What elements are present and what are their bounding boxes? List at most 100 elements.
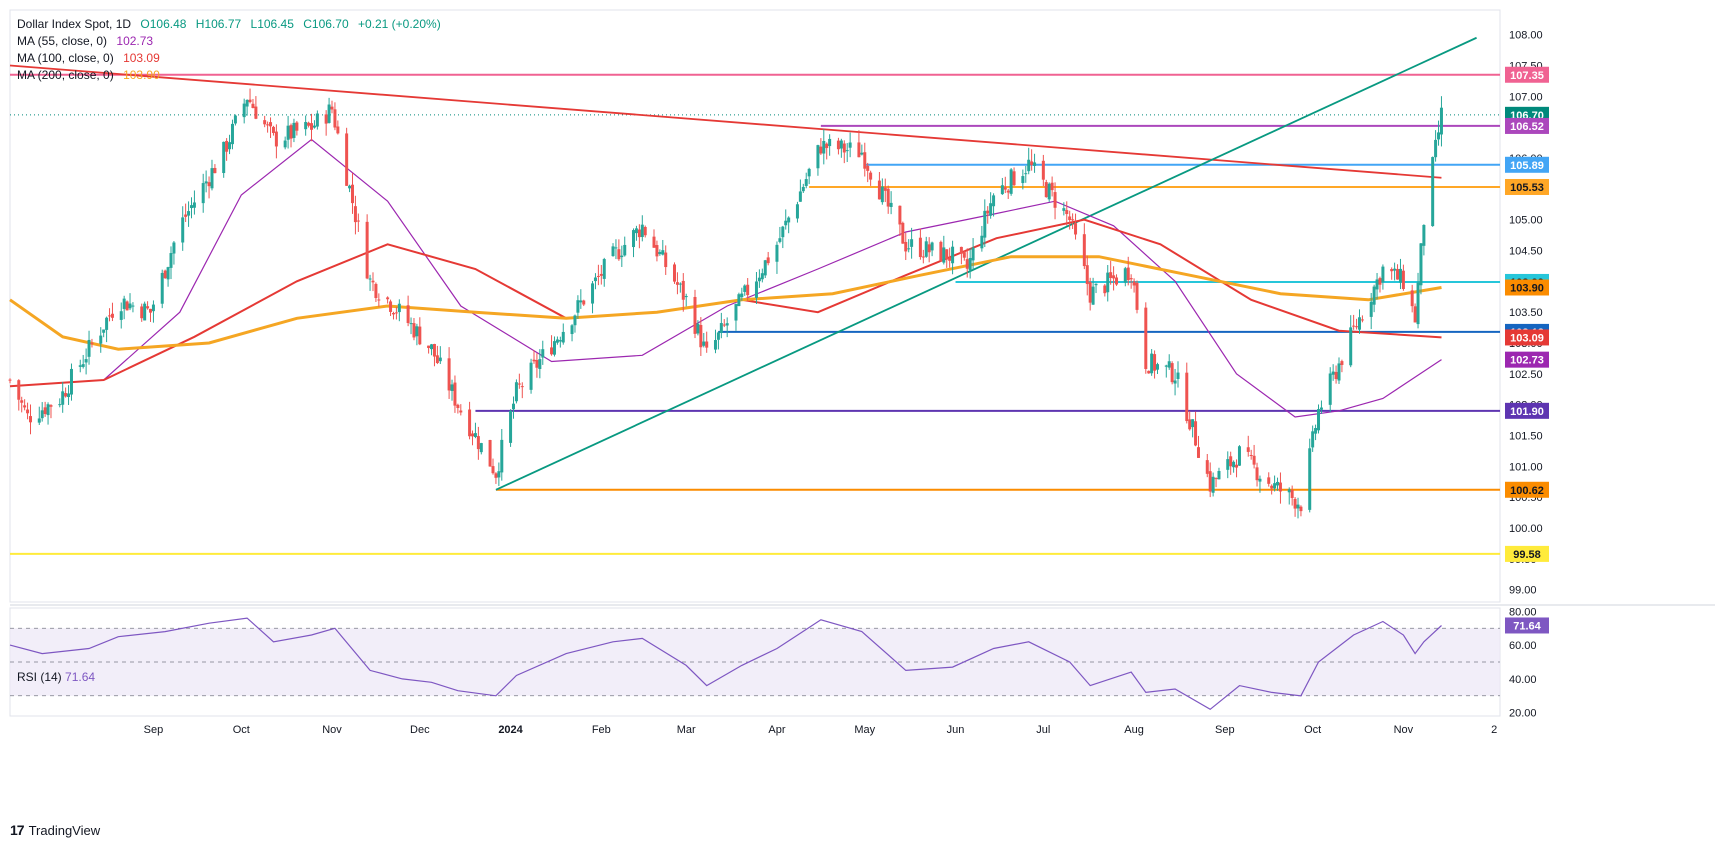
candle-body <box>28 416 32 423</box>
tradingview-brand[interactable]: 17 TradingView <box>10 822 100 838</box>
candle-body <box>389 301 393 312</box>
candle-body <box>1027 159 1031 172</box>
candle-body <box>766 257 770 264</box>
candle-body <box>427 345 431 349</box>
candle-body <box>529 362 533 390</box>
candle-body <box>394 312 398 314</box>
candle-body <box>447 358 451 391</box>
price-badge-bg <box>1505 402 1549 419</box>
candle-body <box>602 259 606 279</box>
candle-body <box>1249 455 1253 457</box>
candle-body <box>1439 107 1443 135</box>
candle-body <box>1369 301 1373 317</box>
candle-body <box>295 122 299 131</box>
ohlc-high: H106.77 <box>195 17 242 31</box>
rsi-tick-label: 80.00 <box>1509 606 1537 618</box>
rsi-legend[interactable]: RSI (14) 71.64 <box>17 670 95 684</box>
candle-body <box>1270 485 1274 489</box>
moving-average-line <box>9 255 1442 351</box>
candle-body <box>1188 419 1192 430</box>
candle-body <box>310 123 314 130</box>
candle-body <box>365 221 369 279</box>
candle-body <box>591 283 595 304</box>
candle-body <box>67 393 71 398</box>
candle-body <box>1068 216 1072 221</box>
candle-body <box>1396 268 1400 280</box>
price-tick-label: 100.00 <box>1509 523 1543 535</box>
candle-body <box>336 126 340 134</box>
candle-body <box>181 217 185 243</box>
candle-body <box>1053 192 1057 208</box>
candle-body <box>210 168 214 189</box>
candle-body <box>558 340 562 342</box>
candle-body <box>102 329 106 333</box>
tradingview-logo-icon: 17 <box>10 822 25 838</box>
candle-body <box>304 122 308 130</box>
candle-body <box>163 270 167 279</box>
candle-body <box>160 272 164 304</box>
candle-body <box>46 404 50 416</box>
ma200-legend[interactable]: MA (200, close, 0) 103.90 <box>17 67 166 83</box>
candle-body <box>1006 190 1010 193</box>
candle-body <box>418 326 422 345</box>
candle-body <box>1185 372 1189 422</box>
candle-body <box>1044 182 1048 198</box>
price-badge-label: 103.90 <box>1510 283 1544 295</box>
candle-body <box>222 141 226 174</box>
candle-body <box>992 195 996 207</box>
x-tick-label: Jul <box>1036 724 1050 736</box>
price-tick-label: 101.00 <box>1509 461 1543 473</box>
candle-body <box>930 242 934 251</box>
candle-body <box>1164 365 1168 367</box>
ma100-legend[interactable]: MA (100, close, 0) 103.09 <box>17 50 166 66</box>
candle-body <box>596 275 600 277</box>
candle-body <box>476 436 480 450</box>
candle-body <box>453 382 457 406</box>
candle-body <box>634 228 638 234</box>
candle-body <box>99 335 103 344</box>
ma55-legend[interactable]: MA (55, close, 0) 102.73 <box>17 33 159 49</box>
candle-body <box>1050 182 1054 191</box>
price-tick-label: 103.50 <box>1509 307 1543 319</box>
candle-body <box>664 252 668 268</box>
candle-body <box>801 186 805 192</box>
candle-body <box>514 382 518 402</box>
price-badge-bg <box>1505 279 1549 296</box>
candle-body <box>251 103 255 108</box>
price-badge-bg <box>1505 329 1549 346</box>
candle-body <box>391 313 395 315</box>
x-tick-label: Jun <box>947 724 965 736</box>
candle-body <box>1229 456 1233 467</box>
candle-body <box>151 304 155 312</box>
candle-body <box>412 323 416 338</box>
x-tick-label: Apr <box>768 724 785 736</box>
ma200-label: MA (200, close, 0) <box>17 68 114 82</box>
candle-body <box>781 226 785 238</box>
symbol-legend: Dollar Index Spot, 1D O106.48 H106.77 L1… <box>17 16 447 32</box>
candle-body <box>804 179 808 186</box>
candle-body <box>722 324 726 326</box>
candle-body <box>520 386 524 388</box>
symbol-title: Dollar Index Spot, 1D <box>17 17 132 31</box>
candle-body <box>78 365 82 367</box>
candle-body <box>324 114 328 124</box>
candle-body <box>1094 283 1098 286</box>
x-tick-label: Oct <box>1304 724 1321 736</box>
candle-body <box>1003 187 1007 190</box>
candle-body <box>819 146 823 154</box>
candle-body <box>1393 268 1397 271</box>
x-tick-label: Sep <box>144 724 164 736</box>
price-pane <box>9 9 1501 603</box>
candle-body <box>1150 353 1154 374</box>
candle-body <box>980 235 984 249</box>
candle-body <box>315 113 319 127</box>
candle-body <box>1290 490 1294 498</box>
candle-body <box>1065 210 1069 215</box>
candle-body <box>1381 266 1385 283</box>
candle-body <box>1255 467 1259 481</box>
candle-body <box>1115 277 1119 285</box>
candle-body <box>242 103 246 118</box>
candle-body <box>207 182 211 187</box>
